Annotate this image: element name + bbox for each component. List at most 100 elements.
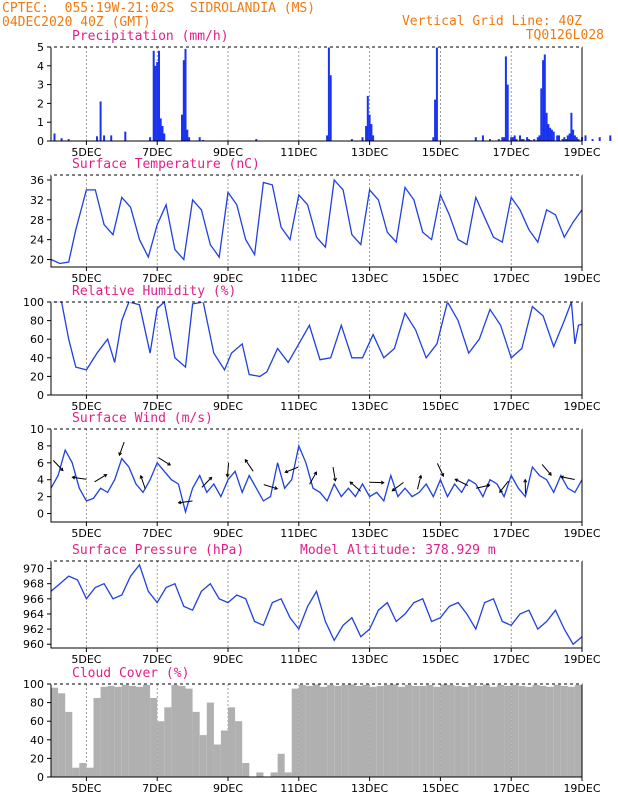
y-tick-label: 100 (23, 296, 44, 309)
cloud-bar (574, 684, 582, 777)
precip-bar (545, 112, 548, 141)
cloud-bar (440, 684, 448, 777)
x-tick-label: 19DEC (563, 400, 600, 413)
precip-bar (566, 135, 569, 141)
wind-arrow-head (177, 500, 182, 505)
x-tick-label: 13DEC (351, 272, 388, 285)
cloud-bar (291, 688, 299, 777)
cloud-bar (525, 686, 533, 777)
wind-arrow-head (454, 478, 459, 483)
wind-arrow-head (391, 487, 396, 492)
precip-bar (549, 127, 552, 141)
panel-2: Surface Temperature (nC) 20 24 28 32 36 5DEC 7D… (30, 157, 601, 285)
cloud-bar (58, 693, 66, 777)
y-tick-label: 5 (37, 41, 44, 54)
x-tick-label: 9DEC (213, 272, 243, 285)
cloud-bar (128, 685, 136, 777)
x-tick-label: 17DEC (493, 146, 530, 159)
precip-bar (497, 139, 500, 141)
cloud-bar (376, 685, 384, 777)
x-tick-label: 15DEC (422, 527, 459, 540)
wind-arrow (455, 478, 469, 486)
precip-bar (432, 137, 435, 141)
x-tick-label: 7DEC (142, 400, 172, 413)
wind-arrow (349, 481, 362, 492)
precip-bar (542, 60, 545, 142)
precip-bar (575, 137, 578, 141)
y-tick-label: 36 (30, 174, 44, 187)
cloud-bar (497, 684, 505, 777)
wind-arrow-head (274, 486, 279, 490)
cloud-bar (461, 686, 469, 777)
panel-6: Cloud Cover (%) 0 20 40 60 80 100 5DEC 7DEC 9DEC 1… (23, 666, 601, 795)
cloud-bar (390, 684, 398, 777)
x-tick-label: 9DEC (213, 782, 243, 795)
wind-arrow-head (118, 452, 123, 457)
cloud-bar (475, 685, 483, 777)
precip-bar (573, 135, 576, 141)
cloud-bar (511, 684, 519, 777)
precip-bar (515, 139, 518, 141)
cloud-bar (93, 698, 101, 777)
wind-arrow (244, 459, 254, 472)
y-tick-label: 80 (30, 315, 44, 328)
cloud-bar (546, 686, 554, 777)
precip-bar (435, 47, 438, 141)
x-tick-label: 9DEC (213, 653, 243, 666)
header-grid-line: Vertical Grid Line: 40Z (401, 14, 582, 29)
wind-arrow (499, 480, 509, 493)
precip-bar (558, 135, 560, 141)
precip-bar (570, 112, 573, 141)
wind-arrow (140, 475, 146, 490)
cloud-bar (341, 684, 349, 777)
panel-4: Surface Wind (m/s) 0 2 4 6 8 10 5DEC 7DEC 9DEC 11D… (30, 411, 601, 540)
wind-arrow-head (139, 474, 144, 479)
precip-bar (474, 137, 477, 141)
y-tick-label: 960 (23, 638, 44, 651)
precip-bar (547, 124, 550, 141)
x-tick-label: 5DEC (71, 400, 101, 413)
y-tick-label: 20 (30, 254, 44, 267)
cloud-bar (355, 685, 363, 777)
wind-arrow (541, 464, 552, 476)
x-tick-label: 19DEC (563, 653, 600, 666)
precip-bar (536, 137, 539, 141)
cloud-bar (72, 767, 80, 777)
precip-bar (99, 101, 102, 141)
y-tick-label: 970 (23, 563, 44, 576)
y-tick-label: 40 (30, 352, 44, 365)
cloud-bar (136, 686, 144, 777)
cloud-bar (199, 735, 207, 777)
x-tick-label: 17DEC (493, 272, 530, 285)
precip-bar (370, 124, 373, 141)
cloud-bar (426, 684, 434, 777)
x-tick-label: 13DEC (351, 653, 388, 666)
cloud-bar (532, 684, 540, 777)
y-tick-label: 60 (30, 715, 44, 728)
precip-bar (184, 48, 187, 141)
y-tick-label: 0 (37, 771, 44, 784)
x-tick-label: 7DEC (142, 782, 172, 795)
cloud-bar (242, 763, 250, 777)
precip-bar (572, 129, 575, 141)
cloud-bar (143, 684, 151, 777)
precip-bar (365, 126, 368, 141)
wind-arrow (332, 467, 336, 481)
x-tick-label: 11DEC (280, 400, 317, 413)
cloud-bar (383, 684, 391, 777)
wind-arrow-head (208, 476, 213, 481)
cloud-bar (270, 772, 278, 777)
x-tick-label: 19DEC (563, 782, 600, 795)
wind-arrow-head (284, 469, 289, 474)
wind-arrow-head (499, 489, 503, 493)
y-tick-label: 100 (23, 678, 44, 691)
precip-bar (110, 135, 113, 141)
precip-bar (96, 136, 98, 141)
wind-arrow (52, 460, 64, 471)
y-tick-label: 964 (23, 608, 44, 621)
cloud-bar (228, 707, 236, 778)
plot-frame (50, 428, 583, 523)
plot-frame (50, 174, 583, 268)
precip-bar (552, 131, 555, 141)
